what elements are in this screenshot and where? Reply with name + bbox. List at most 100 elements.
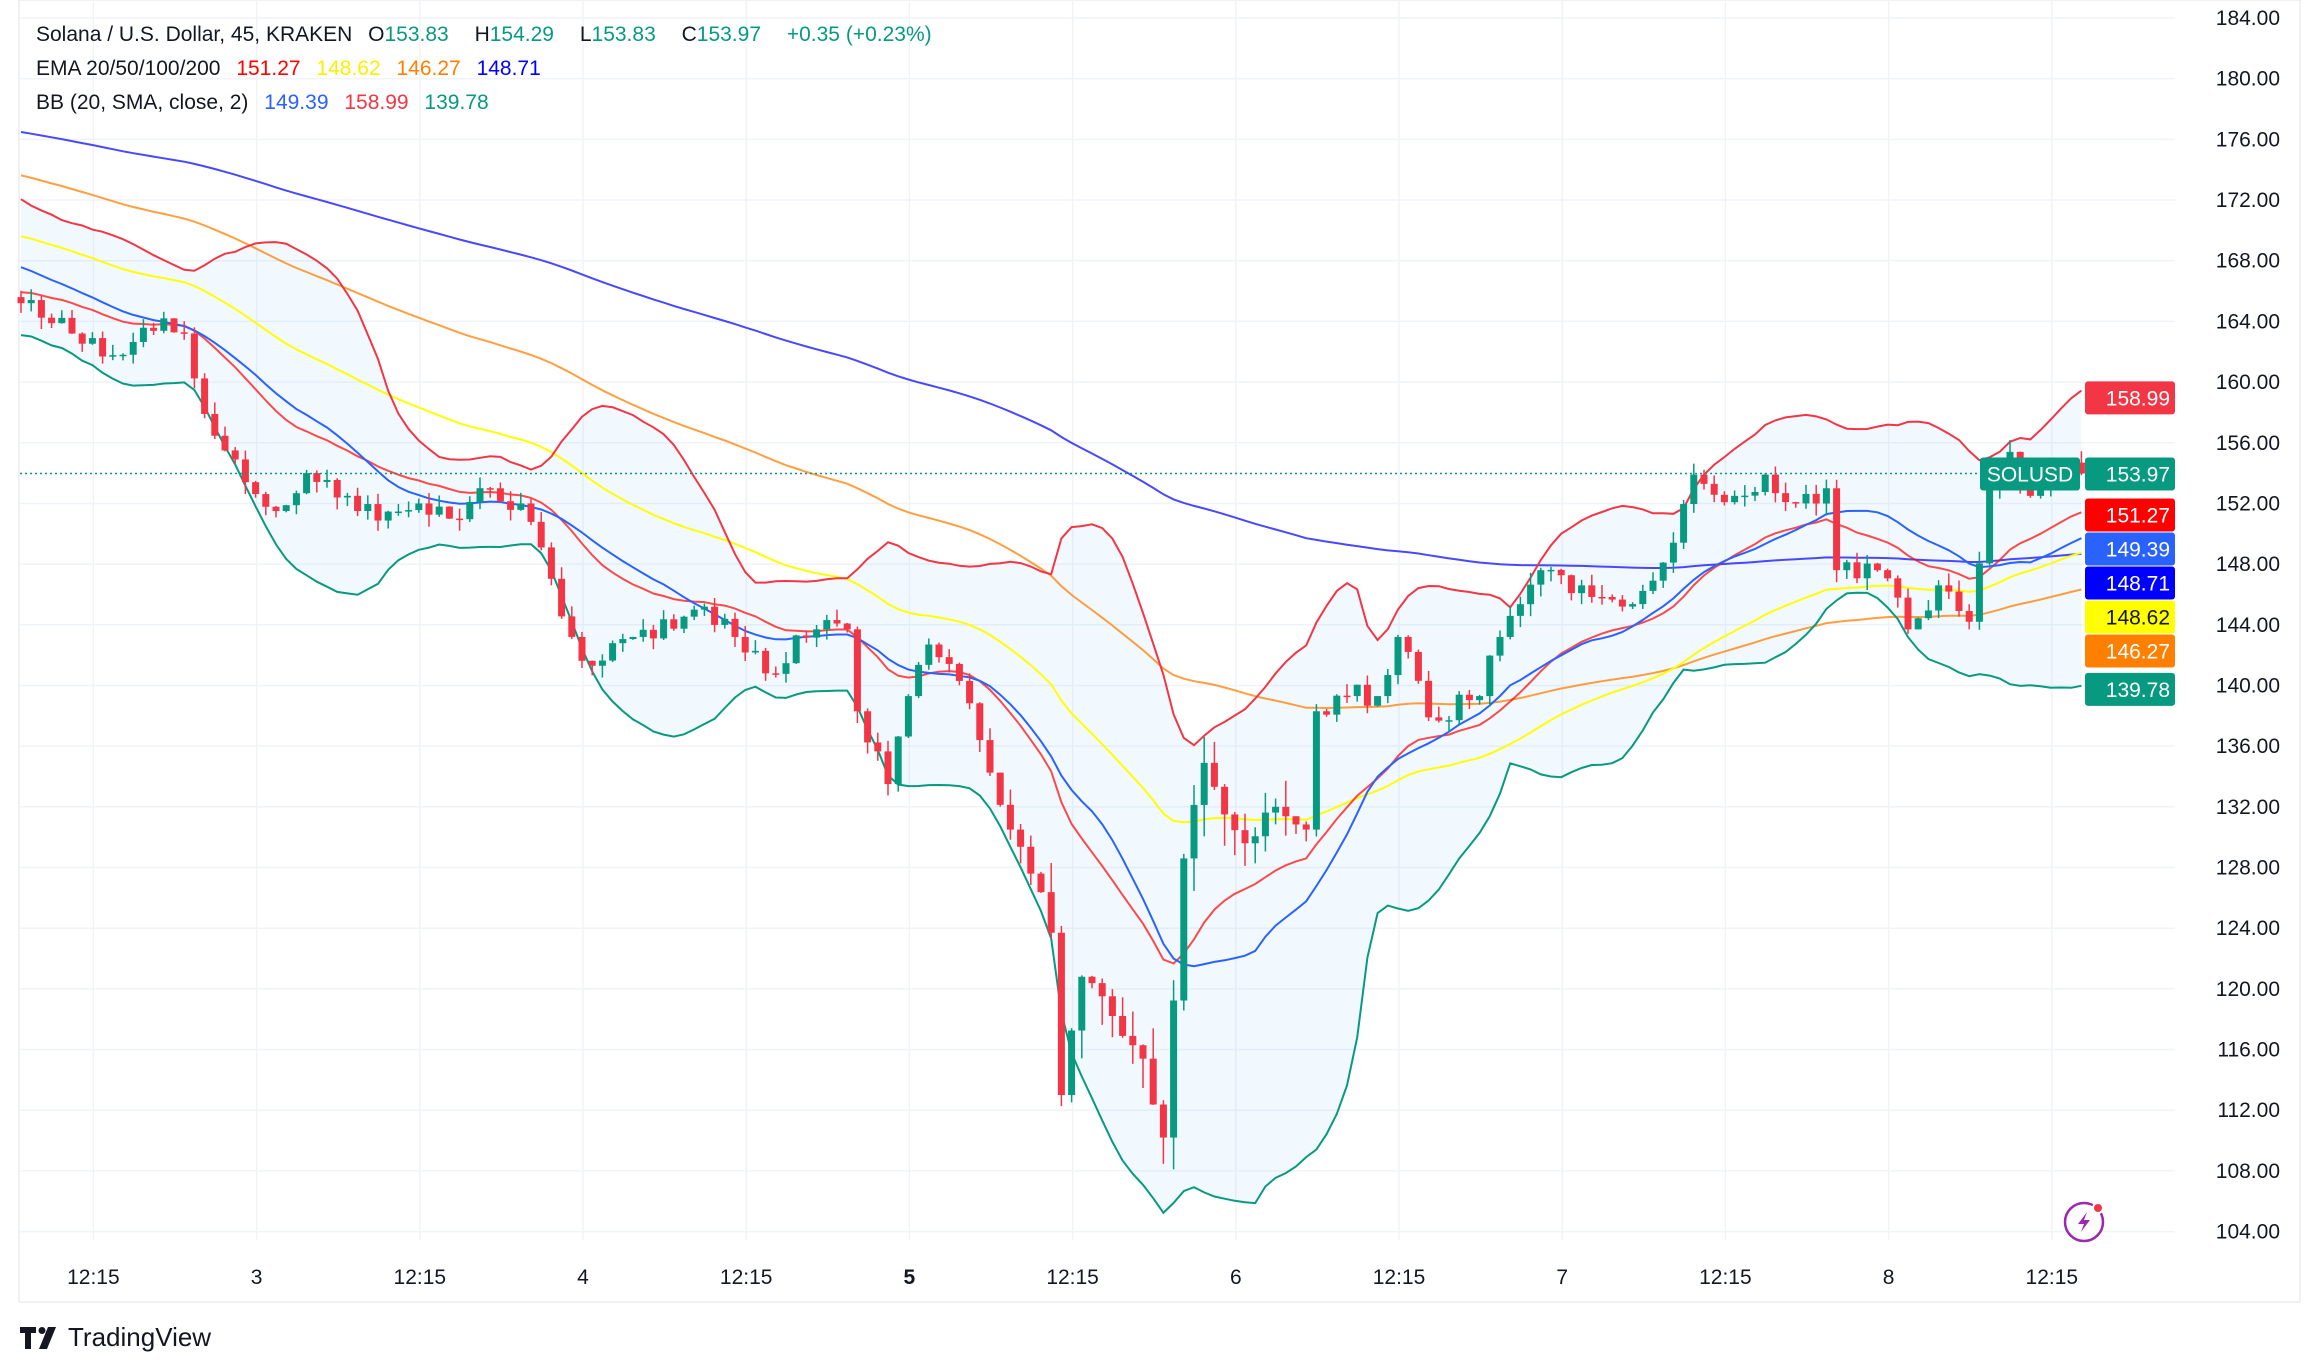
candle-body	[1476, 696, 1484, 701]
y-tick-label: 104.00	[2216, 1221, 2280, 1244]
candle-body	[925, 644, 933, 665]
price-tag-value: 153.97	[2106, 464, 2170, 487]
candle-body	[517, 503, 525, 510]
price-tag[interactable]: 149.39	[2085, 532, 2175, 566]
candle-body	[1812, 493, 1820, 504]
candle-body	[1190, 804, 1198, 859]
candle-body	[1986, 488, 1994, 564]
candle-body	[690, 609, 698, 617]
candle-body	[1292, 816, 1300, 825]
candle-body	[537, 521, 545, 548]
candle-body	[221, 435, 229, 451]
candle-body	[639, 629, 647, 637]
candle-body	[1098, 983, 1106, 997]
x-tick-label: 12:15	[1699, 1266, 1752, 1289]
candle-body	[741, 636, 749, 653]
price-tag[interactable]: 146.27	[2085, 634, 2175, 668]
symbol-tag[interactable]: SOLUSD	[1980, 457, 2080, 491]
candle-body	[527, 503, 535, 522]
ema200-line	[20, 131, 2082, 569]
open-value: 153.83	[384, 23, 449, 46]
candle-body	[1180, 858, 1188, 1001]
candle-body	[48, 317, 56, 324]
candle-body	[1588, 585, 1596, 597]
candle-body	[1710, 483, 1718, 495]
candle-body	[496, 488, 504, 502]
candle-body	[1873, 563, 1881, 571]
low-value: 153.83	[591, 23, 656, 46]
price-tag[interactable]: 151.27	[2085, 498, 2175, 532]
candle-body	[1547, 569, 1555, 572]
symbol-title: Solana / U.S. Dollar, 45, KRAKEN	[36, 23, 353, 46]
candle-body	[558, 578, 566, 617]
ema100-value: 146.27	[396, 57, 461, 80]
candle-body	[303, 473, 311, 494]
candle-body	[1751, 492, 1759, 496]
candle-body	[466, 501, 474, 520]
candle-body	[1486, 655, 1494, 697]
x-tick-label: 7	[1556, 1266, 1568, 1289]
candle-body	[1639, 590, 1647, 605]
candle-body	[976, 703, 984, 741]
candle-body	[1312, 711, 1320, 830]
candle-body	[1221, 786, 1229, 815]
candle-body	[1394, 636, 1402, 676]
candle-body	[1384, 675, 1392, 697]
price-tag[interactable]: 139.78	[2085, 672, 2175, 706]
candle-body	[119, 354, 127, 357]
candle-body	[945, 657, 953, 664]
candle-body	[1129, 1035, 1137, 1046]
candle-body	[1649, 580, 1657, 591]
lightning-icon[interactable]	[2063, 1201, 2105, 1243]
tradingview-logo[interactable]: TradingView	[20, 1322, 211, 1353]
y-tick-label: 128.00	[2216, 857, 2280, 880]
price-tag[interactable]: 148.71	[2085, 566, 2175, 600]
candle-body	[1425, 680, 1433, 718]
price-tag-box	[2085, 498, 2175, 532]
candle-body	[374, 504, 382, 521]
candle-body	[190, 333, 198, 379]
candle-body	[201, 378, 209, 414]
price-tag-value: 148.71	[2106, 573, 2170, 596]
candle-body	[619, 639, 627, 644]
price-tag[interactable]: 158.99	[2085, 381, 2175, 415]
candle-body	[1006, 804, 1014, 830]
y-tick-label: 144.00	[2216, 614, 2280, 637]
candle-body	[1935, 585, 1943, 611]
candle-body	[823, 620, 831, 630]
candle-body	[139, 327, 147, 342]
candle-body	[364, 504, 372, 512]
brand-name: TradingView	[68, 1322, 212, 1352]
candle-body	[1200, 762, 1208, 805]
candle-body	[1975, 563, 1983, 622]
legend-bb-row[interactable]: BB (20, SMA, close, 2) 149.39 158.99 139…	[36, 86, 942, 120]
candle-body	[1924, 610, 1932, 619]
candle-body	[1557, 569, 1565, 576]
candle-body	[1261, 812, 1269, 837]
chart-legend: Solana / U.S. Dollar, 45, KRAKEN O153.83…	[36, 18, 942, 120]
price-tag[interactable]: 148.62	[2085, 600, 2175, 634]
candle-body	[1567, 575, 1575, 594]
candle-body	[425, 503, 433, 515]
candle-body	[272, 506, 280, 512]
candle-body	[1108, 996, 1116, 1017]
candle-body	[160, 318, 168, 331]
candle-body	[1353, 684, 1361, 697]
candle-body	[1853, 562, 1861, 579]
candle-body	[1608, 597, 1616, 600]
price-tag[interactable]: 153.97	[2085, 457, 2175, 491]
candle-body	[1027, 846, 1035, 874]
legend-ema-row[interactable]: EMA 20/50/100/200 151.27 148.62 146.27 1…	[36, 52, 942, 86]
candle-body	[1761, 474, 1769, 493]
candle-body	[1414, 651, 1422, 681]
candle-body	[792, 635, 800, 664]
candle-body	[884, 751, 892, 785]
legend-symbol-row[interactable]: Solana / U.S. Dollar, 45, KRAKEN O153.83…	[36, 18, 942, 52]
candle-body	[813, 629, 821, 638]
candle-body	[649, 629, 657, 639]
price-tag-box	[2085, 381, 2175, 415]
price-tag-box	[2085, 457, 2175, 491]
candle-body	[1251, 836, 1259, 844]
y-tick-label: 184.00	[2216, 7, 2280, 30]
